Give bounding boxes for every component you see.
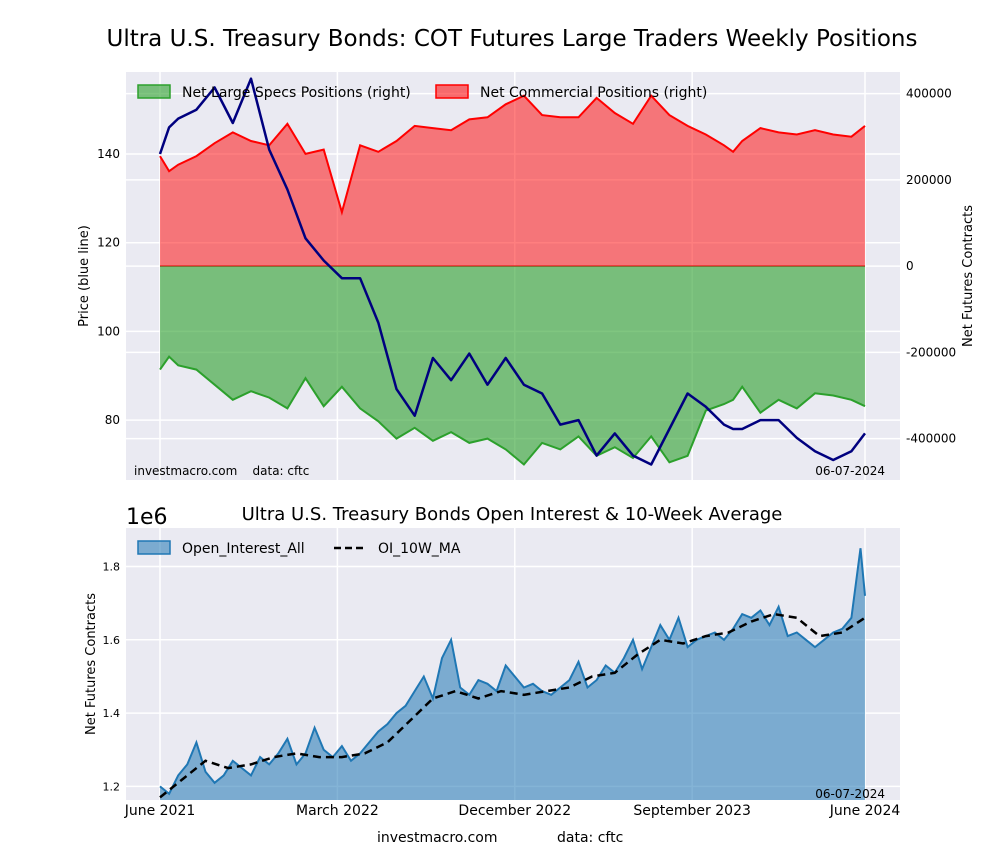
legend-label-ma: OI_10W_MA bbox=[378, 541, 461, 557]
bottom-y-ticks: 1.2 1.4 1.6 1.8 bbox=[103, 560, 121, 793]
footer-site: investmacro.com bbox=[377, 830, 497, 846]
left-tick-label: 120 bbox=[97, 236, 120, 250]
legend-swatch-oi bbox=[137, 540, 171, 555]
right-tick-label: -400000 bbox=[906, 432, 956, 446]
bottom-y-tick-label: 1.4 bbox=[103, 707, 121, 720]
x-tick-label: December 2022 bbox=[458, 803, 571, 819]
open-interest-line bbox=[159, 548, 866, 796]
bottom-chart-title: Ultra U.S. Treasury Bonds Open Interest … bbox=[242, 504, 783, 525]
bottom-x-ticks: June 2021 March 2022 December 2022 Septembe… bbox=[124, 803, 901, 819]
x-tick-label: March 2022 bbox=[296, 803, 379, 819]
bottom-y-tick-label: 1.6 bbox=[103, 634, 121, 647]
bottom-y-tick-label: 1.2 bbox=[103, 780, 121, 793]
bottom-y-tick-label: 1.8 bbox=[103, 560, 121, 573]
legend-swatch-specs bbox=[137, 84, 171, 99]
left-tick-label: 140 bbox=[97, 147, 120, 161]
x-tick-label: June 2021 bbox=[124, 803, 196, 819]
net-large-specs-line bbox=[159, 355, 866, 466]
legend-label-commercial: Net Commercial Positions (right) bbox=[480, 85, 707, 101]
net-commercial-line bbox=[159, 94, 866, 216]
price-line bbox=[158, 77, 866, 466]
top-date-note: 06-07-2024 bbox=[815, 464, 885, 478]
figure-title: Ultra U.S. Treasury Bonds: COT Futures L… bbox=[106, 26, 917, 52]
legend-label-oi: Open_Interest_All bbox=[182, 541, 305, 557]
left-tick-label: 80 bbox=[105, 413, 120, 427]
left-axis-ticks: 80 100 120 140 bbox=[97, 147, 120, 427]
right-tick-label: 200000 bbox=[906, 173, 952, 187]
legend-swatch-commercial bbox=[435, 84, 469, 99]
right-tick-label: -200000 bbox=[906, 345, 956, 359]
scale-label: 1e6 bbox=[126, 505, 168, 530]
x-tick-label: September 2023 bbox=[633, 803, 750, 819]
left-axis-label: Price (blue line) bbox=[77, 225, 92, 327]
right-tick-label: 0 bbox=[906, 259, 914, 273]
footer-data: data: cftc bbox=[557, 830, 623, 846]
bottom-date-note: 06-07-2024 bbox=[815, 787, 885, 801]
left-tick-label: 100 bbox=[97, 324, 120, 338]
top-legend: Net Large Specs Positions (right) Net Co… bbox=[137, 84, 707, 101]
bottom-y-axis-label: Net Futures Contracts bbox=[84, 593, 99, 735]
net-commercial-area bbox=[160, 95, 865, 267]
oi-10w-ma-line bbox=[159, 612, 866, 799]
x-tick-label: June 2024 bbox=[829, 803, 901, 819]
legend-label-specs: Net Large Specs Positions (right) bbox=[182, 85, 411, 101]
right-axis-label: Net Futures Contracts bbox=[961, 205, 976, 347]
open-interest-panel: 1.2 1.4 1.6 1.8 June 2021 March 2022 December… bbox=[84, 504, 900, 819]
bottom-legend: Open_Interest_All OI_10W_MA bbox=[137, 540, 461, 557]
right-tick-label: 400000 bbox=[906, 87, 952, 101]
right-axis-ticks: -400000 -200000 0 200000 400000 bbox=[906, 87, 956, 446]
top-source-note: investmacro.com data: cftc bbox=[134, 464, 309, 478]
net-large-specs-area bbox=[160, 266, 865, 465]
